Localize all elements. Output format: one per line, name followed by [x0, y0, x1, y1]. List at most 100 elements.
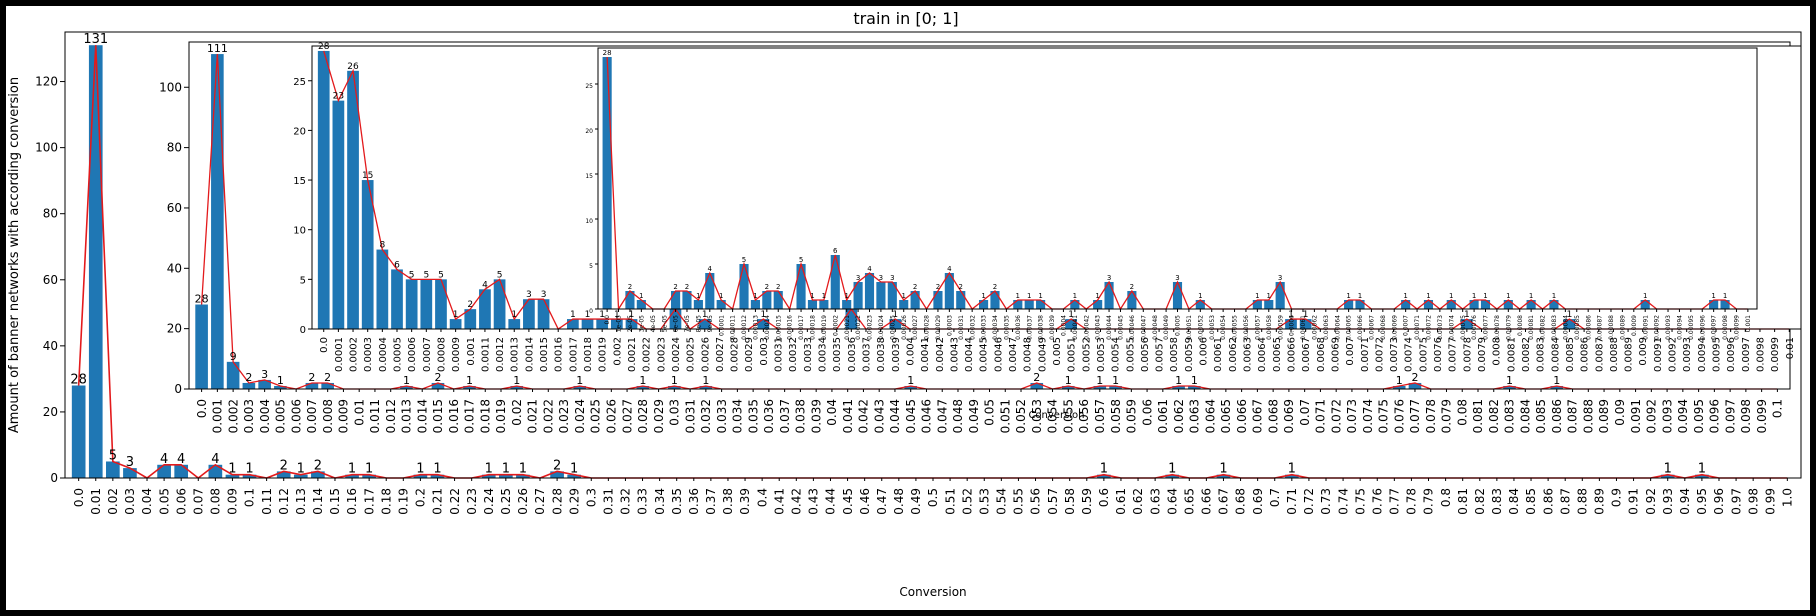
x-tick-label: 0.0018: [583, 337, 594, 372]
bar: [990, 291, 1000, 309]
data-label: 2: [314, 458, 322, 473]
x-tick-label: 0.034: [731, 399, 745, 433]
bar: [1640, 300, 1650, 309]
bar: [1503, 300, 1513, 309]
x-tick-label: 0.004: [905, 337, 916, 366]
data-label: 1: [1449, 292, 1453, 300]
x-tick-label: 0.00028: [924, 315, 931, 340]
chart-figure: train in [0; 1] 28 131 5 3 4 4 4 1 1 2 1 2 1 1 1 1 1 1 1 2 1…: [6, 6, 1810, 610]
x-tick-label: 0.043: [872, 399, 886, 433]
bar: [276, 471, 291, 478]
y-tick-label: 120: [35, 75, 58, 89]
bar: [430, 474, 445, 478]
bar: [1127, 291, 1137, 309]
x-tick-label: 0.55: [1012, 488, 1026, 515]
panel-background: [598, 48, 1757, 309]
data-label: 23: [333, 92, 344, 102]
x-tick-label: 0.16: [345, 488, 359, 515]
x-tick-label: 0.00058: [1266, 315, 1273, 340]
x-tick-label: 0.056: [1077, 399, 1091, 433]
data-label: 111: [207, 42, 228, 55]
x-tick-label: 0.32: [619, 488, 633, 515]
x-tick-label: 0.003: [759, 337, 770, 366]
x-tick-label: 0.00025: [889, 315, 896, 340]
x-tick-label: 0.0002: [349, 337, 360, 372]
data-label: 2: [913, 283, 917, 291]
bar: [1423, 300, 1434, 309]
bar: [321, 382, 334, 389]
x-tick-label: 0.38: [721, 488, 735, 515]
x-tick-label: 0.37: [704, 488, 718, 515]
data-label: 1: [1068, 310, 1074, 320]
bar: [933, 291, 943, 309]
bar: [537, 299, 550, 329]
x-tick-label: 0.065: [1219, 399, 1233, 433]
bar: [1061, 385, 1075, 389]
x-tick-label: 0.00013: [753, 315, 760, 340]
x-tick-label: 0.00064: [1334, 315, 1341, 340]
x-tick-label: 0.17: [362, 488, 376, 515]
x-tick-label: 0.00094: [1677, 315, 1684, 340]
x-tick-label: 0.009: [1638, 337, 1649, 366]
x-tick-label: 0.002: [612, 337, 623, 366]
x-tick-label: 0.095: [1692, 399, 1706, 433]
x-tick-label: 0.0: [72, 488, 86, 507]
x-tick-label: 0.12: [277, 488, 291, 515]
bar: [1299, 319, 1312, 329]
x-tick-label: 0.029: [652, 399, 666, 433]
y-axis-label: Amount of banner networks with according…: [7, 77, 22, 433]
x-tick-label: 0.51: [943, 488, 957, 515]
x-tick-label: 0.0029: [744, 337, 755, 372]
data-label: 1: [1073, 292, 1077, 300]
bar: [493, 279, 506, 329]
data-label: 1: [1065, 374, 1072, 387]
data-label: 2: [245, 371, 252, 384]
x-tick-label: 0.00034: [992, 315, 999, 340]
data-label: 2: [1130, 283, 1134, 291]
x-tick-label: 0.099: [1755, 399, 1769, 433]
x-tick-label: 4e-05: [650, 315, 657, 332]
x-tick-label: 0.64: [1165, 488, 1179, 515]
bar: [807, 300, 818, 309]
data-label: 1: [1267, 292, 1271, 300]
x-axis-label: Conversion: [899, 585, 966, 599]
x-tick-label: 0.00086: [1585, 315, 1592, 340]
x-tick-label: 0.00047: [1140, 315, 1147, 340]
x-tick-label: 0.037: [778, 399, 792, 433]
x-tick-label: 0.069: [1282, 399, 1296, 433]
x-tick-label: 0.0076: [1433, 337, 1444, 372]
bar: [1480, 300, 1491, 309]
x-tick-label: 0.042: [857, 399, 871, 433]
x-tick-label: 0.75: [1353, 488, 1367, 515]
x-tick-label: 0.01: [1785, 337, 1796, 359]
x-tick-label: 0.0009: [1631, 315, 1638, 336]
bar: [956, 291, 966, 309]
data-label: 1: [1255, 292, 1259, 300]
data-label: 1: [416, 462, 424, 477]
data-label: 1: [433, 462, 441, 477]
bar: [625, 291, 635, 309]
data-label: 2: [765, 283, 769, 291]
x-tick-label: 0.00014: [764, 315, 771, 340]
x-tick-label: 0.087: [1566, 399, 1580, 433]
x-tick-label: 0.007: [1345, 337, 1356, 366]
data-label: 6: [394, 260, 400, 270]
bar: [1264, 300, 1274, 309]
data-label: 1: [1723, 292, 1727, 300]
x-tick-label: 0.3: [584, 488, 598, 507]
x-tick-label: 0.00023: [867, 315, 874, 340]
x-tick-label: 0.68: [1234, 488, 1248, 515]
x-tick-label: 0.086: [1550, 399, 1564, 433]
x-tick-label: 0.0021: [627, 337, 638, 372]
x-tick-label: 0.0001: [718, 315, 725, 336]
x-tick-label: 0.049: [967, 399, 981, 433]
bar: [819, 300, 829, 309]
x-tick-label: 0.2: [414, 488, 428, 507]
x-tick-label: 0.00085: [1574, 315, 1581, 340]
bar: [464, 309, 477, 329]
x-tick-label: 0.00063: [1323, 315, 1330, 340]
x-tick-label: 0.00066: [1357, 315, 1364, 340]
x-tick-label: 0.0005: [393, 337, 404, 372]
x-tick-label: 0.00067: [1369, 315, 1376, 340]
